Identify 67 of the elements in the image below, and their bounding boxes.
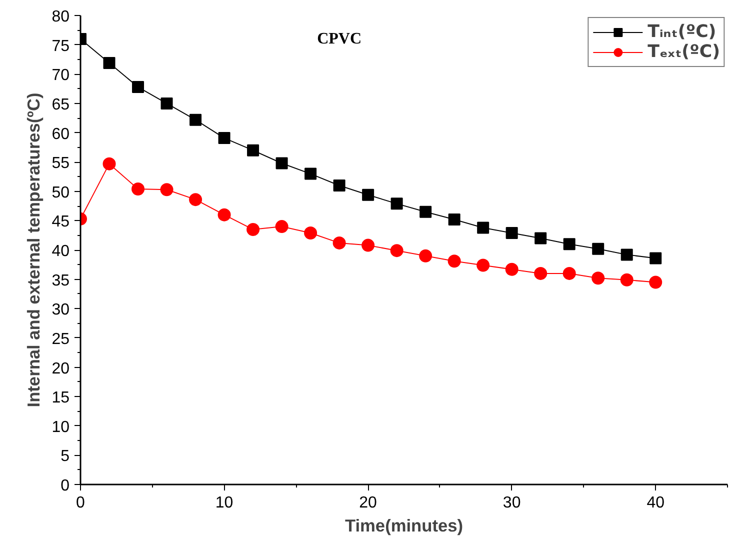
point <box>592 242 604 255</box>
x-tick-label: 40 <box>646 494 665 512</box>
point <box>650 252 662 264</box>
point <box>534 266 548 280</box>
point <box>506 227 518 239</box>
point <box>332 236 346 250</box>
x-tick-label: 20 <box>359 494 378 512</box>
point <box>448 254 461 268</box>
point <box>592 272 605 285</box>
y-tick-label: 5 <box>60 448 70 466</box>
point <box>218 208 231 222</box>
text: CPVC <box>317 30 362 48</box>
point <box>275 220 288 234</box>
point <box>390 198 403 210</box>
y-tick-label: 45 <box>52 214 70 231</box>
point <box>102 157 116 170</box>
x-tick-label: 30 <box>502 494 521 512</box>
point <box>620 273 634 286</box>
y-tick-label: 50 <box>52 184 70 202</box>
y-tick-label: 20 <box>52 360 70 378</box>
point <box>189 193 202 206</box>
point <box>362 188 374 201</box>
point <box>620 248 633 261</box>
point <box>218 132 230 144</box>
point <box>534 232 547 244</box>
point <box>477 222 490 234</box>
point <box>190 114 202 126</box>
point <box>132 182 145 196</box>
point <box>246 222 260 236</box>
point <box>649 276 662 289</box>
point <box>132 81 144 94</box>
point <box>390 244 404 258</box>
y-tick-label: 15 <box>52 390 70 407</box>
point <box>160 183 174 196</box>
point <box>448 214 460 226</box>
y-tick-label: 65 <box>52 96 70 114</box>
y-tick-label: 35 <box>52 272 70 290</box>
y-tick-label: 10 <box>52 418 70 436</box>
point <box>333 180 346 192</box>
y-tick-label: 70 <box>52 67 70 84</box>
point <box>247 144 260 156</box>
point <box>563 238 576 250</box>
point <box>476 258 490 272</box>
point <box>304 168 317 180</box>
point <box>562 266 576 280</box>
point <box>505 262 518 276</box>
y-tick-label: 40 <box>52 243 70 260</box>
x-axis-title: Time(minutes) <box>344 516 464 536</box>
point <box>419 249 432 262</box>
y-tick-label: 75 <box>52 38 70 55</box>
y-tick-label: 60 <box>52 126 70 143</box>
y-tick-label: 0 <box>60 478 70 494</box>
y-tick-label: 30 <box>52 302 70 319</box>
x-tick-label: 0 <box>76 494 86 512</box>
point <box>420 206 432 218</box>
y-tick-label: 55 <box>52 155 70 172</box>
legend-label: Tᵢₙₜ(ºC) <box>648 22 716 42</box>
point <box>362 238 375 252</box>
y-tick-label: 80 <box>52 8 70 26</box>
point <box>276 157 288 170</box>
point <box>160 97 173 110</box>
x-tick-label: 10 <box>215 494 234 512</box>
y-axis-title: Internal and external temperatures(ºC) <box>24 92 44 408</box>
point <box>103 56 116 69</box>
point <box>304 226 318 240</box>
legend-label: Tₑₓₜ(ºC) <box>648 42 720 62</box>
y-tick-label: 25 <box>52 330 70 348</box>
